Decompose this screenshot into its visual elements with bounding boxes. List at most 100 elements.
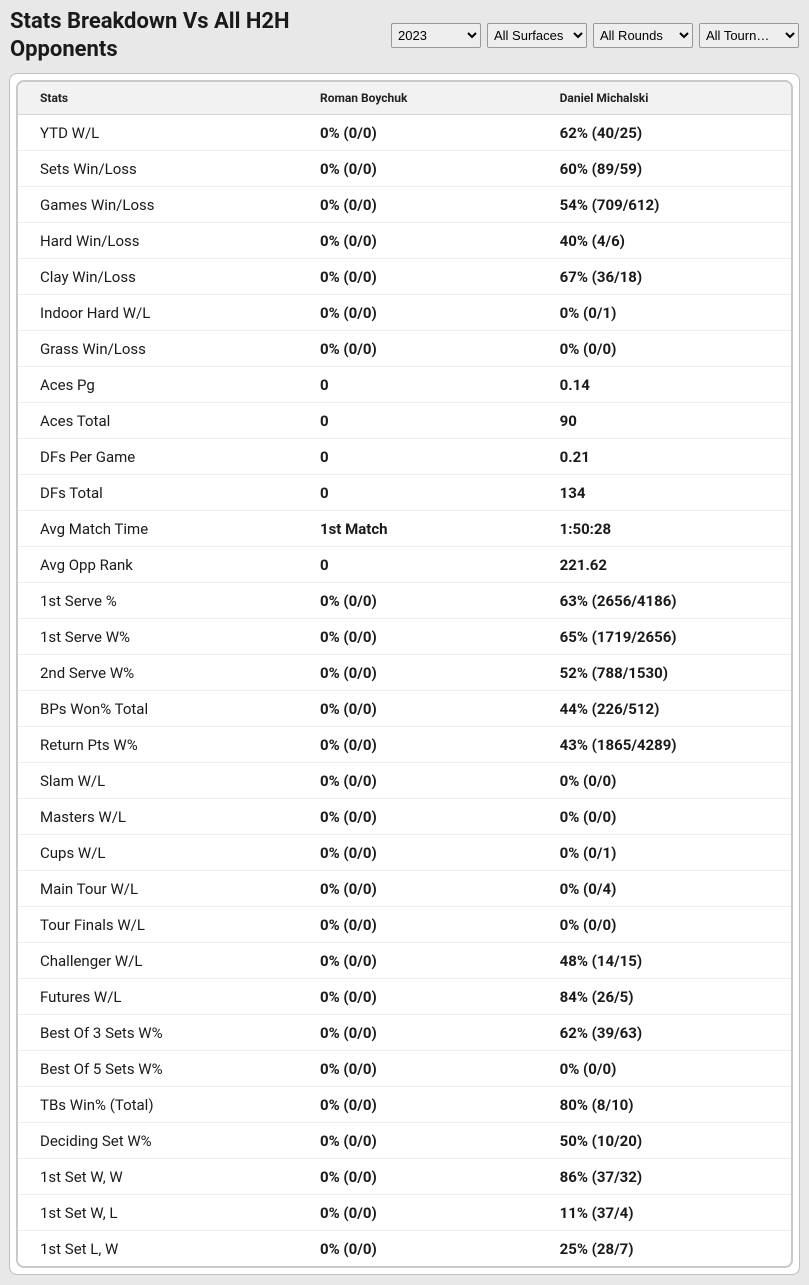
table-row: Sets Win/Loss0% (0/0)60% (89/59)	[18, 151, 791, 187]
table-row: Main Tour W/L0% (0/0)0% (0/4)	[18, 871, 791, 907]
player1-value: 1st Match	[304, 511, 544, 547]
stat-label: Challenger W/L	[18, 943, 304, 979]
player1-value: 0% (0/0)	[304, 1123, 544, 1159]
table-row: Slam W/L0% (0/0)0% (0/0)	[18, 763, 791, 799]
table-row: Aces Pg00.14	[18, 367, 791, 403]
player2-value: 0% (0/1)	[544, 295, 791, 331]
player1-value: 0% (0/0)	[304, 115, 544, 151]
stat-label: Aces Pg	[18, 367, 304, 403]
surface-select[interactable]: All Surfaces	[487, 23, 587, 48]
header-row: Stats Breakdown Vs All H2H Opponents 202…	[0, 0, 809, 73]
player2-value: 0% (0/0)	[544, 799, 791, 835]
table-row: Games Win/Loss0% (0/0)54% (709/612)	[18, 187, 791, 223]
player1-value: 0% (0/0)	[304, 871, 544, 907]
player2-value: 11% (37/4)	[544, 1195, 791, 1231]
player2-value: 134	[544, 475, 791, 511]
table-row: DFs Total0134	[18, 475, 791, 511]
table-row: YTD W/L0% (0/0)62% (40/25)	[18, 115, 791, 151]
stat-label: Sets Win/Loss	[18, 151, 304, 187]
player2-value: 50% (10/20)	[544, 1123, 791, 1159]
tournament-select[interactable]: All Tourn…	[699, 23, 799, 48]
player2-value: 80% (8/10)	[544, 1087, 791, 1123]
player1-value: 0% (0/0)	[304, 1159, 544, 1195]
stat-label: DFs Per Game	[18, 439, 304, 475]
table-row: Grass Win/Loss0% (0/0)0% (0/0)	[18, 331, 791, 367]
player1-value: 0% (0/0)	[304, 583, 544, 619]
player2-value: 0% (0/1)	[544, 835, 791, 871]
table-header-row: Stats Roman Boychuk Daniel Michalski	[18, 82, 791, 115]
player2-value: 86% (37/32)	[544, 1159, 791, 1195]
stat-label: Games Win/Loss	[18, 187, 304, 223]
year-select[interactable]: 2023	[391, 23, 481, 48]
player1-value: 0% (0/0)	[304, 691, 544, 727]
player2-value: 0% (0/0)	[544, 907, 791, 943]
table-row: 1st Set W, L0% (0/0)11% (37/4)	[18, 1195, 791, 1231]
player1-value: 0% (0/0)	[304, 1051, 544, 1087]
player2-value: 0% (0/0)	[544, 1051, 791, 1087]
stat-label: TBs Win% (Total)	[18, 1087, 304, 1123]
player2-value: 60% (89/59)	[544, 151, 791, 187]
page-title: Stats Breakdown Vs All H2H Opponents	[10, 8, 350, 63]
player2-value: 0% (0/0)	[544, 763, 791, 799]
player1-value: 0% (0/0)	[304, 979, 544, 1015]
player2-value: 40% (4/6)	[544, 223, 791, 259]
stat-label: DFs Total	[18, 475, 304, 511]
player2-value: 90	[544, 403, 791, 439]
table-row: Cups W/L0% (0/0)0% (0/1)	[18, 835, 791, 871]
stat-label: Slam W/L	[18, 763, 304, 799]
stat-label: 1st Serve W%	[18, 619, 304, 655]
col-header-stat: Stats	[18, 82, 304, 115]
player1-value: 0	[304, 403, 544, 439]
stat-label: Deciding Set W%	[18, 1123, 304, 1159]
table-row: Masters W/L0% (0/0)0% (0/0)	[18, 799, 791, 835]
player2-value: 62% (40/25)	[544, 115, 791, 151]
stat-label: 1st Set W, L	[18, 1195, 304, 1231]
player1-value: 0% (0/0)	[304, 259, 544, 295]
player1-value: 0	[304, 367, 544, 403]
player1-value: 0% (0/0)	[304, 187, 544, 223]
player2-value: 62% (39/63)	[544, 1015, 791, 1051]
player2-value: 44% (226/512)	[544, 691, 791, 727]
player1-value: 0% (0/0)	[304, 151, 544, 187]
table-row: Best Of 5 Sets W%0% (0/0)0% (0/0)	[18, 1051, 791, 1087]
stat-label: Hard Win/Loss	[18, 223, 304, 259]
stat-label: BPs Won% Total	[18, 691, 304, 727]
stats-table-container: Stats Roman Boychuk Daniel Michalski YTD…	[16, 80, 793, 1268]
stat-label: YTD W/L	[18, 115, 304, 151]
col-header-player2: Daniel Michalski	[544, 82, 791, 115]
player1-value: 0% (0/0)	[304, 223, 544, 259]
table-row: TBs Win% (Total)0% (0/0)80% (8/10)	[18, 1087, 791, 1123]
stat-label: Main Tour W/L	[18, 871, 304, 907]
player1-value: 0% (0/0)	[304, 763, 544, 799]
table-row: DFs Per Game00.21	[18, 439, 791, 475]
player1-value: 0	[304, 547, 544, 583]
stat-label: 1st Set L, W	[18, 1231, 304, 1267]
player1-value: 0% (0/0)	[304, 1195, 544, 1231]
table-row: Hard Win/Loss0% (0/0)40% (4/6)	[18, 223, 791, 259]
player2-value: 84% (26/5)	[544, 979, 791, 1015]
player2-value: 63% (2656/4186)	[544, 583, 791, 619]
player1-value: 0% (0/0)	[304, 655, 544, 691]
table-row: Clay Win/Loss0% (0/0)67% (36/18)	[18, 259, 791, 295]
table-row: Best Of 3 Sets W%0% (0/0)62% (39/63)	[18, 1015, 791, 1051]
stat-label: 1st Serve %	[18, 583, 304, 619]
stat-label: Grass Win/Loss	[18, 331, 304, 367]
player1-value: 0% (0/0)	[304, 1015, 544, 1051]
stat-label: 2nd Serve W%	[18, 655, 304, 691]
stat-label: Futures W/L	[18, 979, 304, 1015]
player2-value: 221.62	[544, 547, 791, 583]
table-row: 1st Serve W%0% (0/0)65% (1719/2656)	[18, 619, 791, 655]
player2-value: 65% (1719/2656)	[544, 619, 791, 655]
player1-value: 0% (0/0)	[304, 799, 544, 835]
player1-value: 0% (0/0)	[304, 727, 544, 763]
table-row: Avg Opp Rank0221.62	[18, 547, 791, 583]
player2-value: 1:50:28	[544, 511, 791, 547]
round-select[interactable]: All Rounds	[593, 23, 693, 48]
player2-value: 0% (0/0)	[544, 331, 791, 367]
stat-label: Return Pts W%	[18, 727, 304, 763]
player1-value: 0	[304, 439, 544, 475]
stat-label: Avg Match Time	[18, 511, 304, 547]
stat-label: Best Of 3 Sets W%	[18, 1015, 304, 1051]
player1-value: 0% (0/0)	[304, 1231, 544, 1267]
table-row: Challenger W/L0% (0/0)48% (14/15)	[18, 943, 791, 979]
